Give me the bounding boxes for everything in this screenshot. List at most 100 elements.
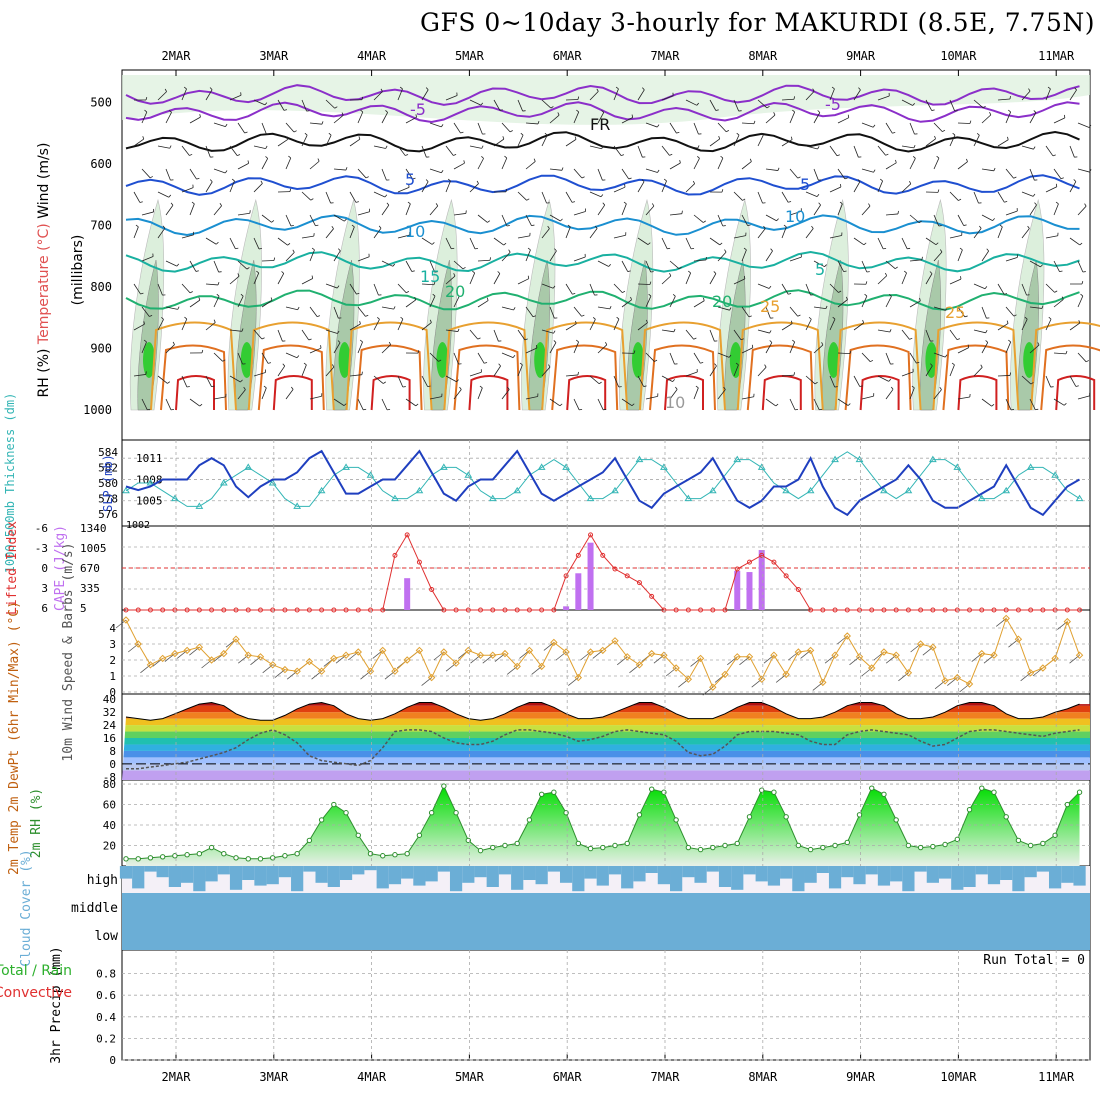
cape-tick: 335 <box>80 582 100 595</box>
li-tick: 0 <box>41 562 48 575</box>
wind-barb <box>285 157 292 170</box>
wind-barb <box>597 306 610 310</box>
thickness-marker <box>880 486 888 494</box>
wind-barb-flag <box>1088 124 1092 128</box>
rh-marker <box>917 844 924 851</box>
wind-barb <box>493 138 505 147</box>
wind-barb <box>349 138 361 147</box>
wind-barb <box>501 306 514 311</box>
wind-barb <box>237 122 245 134</box>
wind-barb <box>421 181 429 193</box>
wind-barb <box>837 352 851 355</box>
wind-barb-flag <box>244 131 248 134</box>
wind-barb-flag <box>985 330 988 334</box>
cloud-high-bar <box>132 866 145 889</box>
lifted-index-marker <box>893 607 899 613</box>
wind-barb <box>301 134 308 147</box>
wind-barb <box>909 214 920 224</box>
wind-barb <box>517 364 523 377</box>
wind-barb-flag <box>669 153 673 156</box>
cloud-high-bar <box>877 866 891 886</box>
date-label-bottom: 7MAR <box>651 1070 681 1084</box>
wind-barb <box>1077 295 1084 308</box>
wind-barb-flag <box>979 225 982 229</box>
rh-marker <box>526 817 533 823</box>
wind-barb <box>861 168 874 173</box>
wind-barb <box>573 341 579 354</box>
wind-barb-flag <box>412 177 416 180</box>
wind-speed-marker <box>268 661 277 669</box>
wind-barb <box>573 306 582 317</box>
cape-tick: 5 <box>80 602 87 615</box>
wind-barb-flag <box>331 364 335 368</box>
wind-barb-flag <box>672 293 676 297</box>
wind-barb <box>453 122 461 134</box>
thickness-marker <box>831 455 839 463</box>
wind-barb <box>285 214 292 227</box>
wind-speed-marker <box>342 651 350 659</box>
wind-barb-flag <box>859 385 863 387</box>
wind-barb <box>373 283 379 296</box>
wind-barb <box>885 122 893 134</box>
wind-speed-marker <box>684 675 693 683</box>
wind-barb-flag <box>726 130 730 133</box>
wind-barb-flag <box>414 297 417 301</box>
wind-barb <box>165 306 178 310</box>
wind-barb <box>789 210 802 216</box>
rh-shade-high <box>925 342 938 378</box>
wind-barb <box>405 203 411 216</box>
wind-barb <box>333 115 344 124</box>
wind-speed-marker <box>183 646 191 655</box>
wind-barb-flag <box>502 136 505 140</box>
wind-barb <box>165 204 174 216</box>
wind-barb-flag <box>937 189 940 193</box>
wind-barb-flag <box>769 330 772 334</box>
wind-barb-flag <box>145 97 148 101</box>
isotherm-label: 10 <box>785 207 805 226</box>
wind-barb-flag <box>472 270 475 274</box>
wind-barb <box>373 91 383 101</box>
wind-barb <box>357 341 363 354</box>
wind-barb-flag <box>879 178 883 182</box>
wind-barb <box>157 191 169 198</box>
thickness-marker <box>195 502 204 509</box>
wind-barb <box>541 191 547 204</box>
wind-barb <box>613 88 619 101</box>
lifted-index-marker <box>270 607 276 613</box>
wind-barb <box>901 145 914 149</box>
pressure-tick-label: 1000 <box>83 403 112 417</box>
wind-barb <box>181 283 191 294</box>
wind-barb-flag <box>764 364 767 368</box>
wind-barb <box>1005 210 1018 216</box>
wind-barb-flag <box>441 170 444 173</box>
wind-barb-flag <box>797 314 801 317</box>
wind-barb <box>597 344 608 354</box>
wind-barb-flag <box>793 96 795 100</box>
wind-barb <box>597 260 609 267</box>
wind-barb <box>789 341 796 354</box>
wind-barb-flag <box>913 145 916 149</box>
rh-marker <box>416 832 423 838</box>
wind-barb-flag <box>235 247 239 250</box>
wind-barb-flag <box>864 293 868 297</box>
wind-barb <box>1045 186 1057 193</box>
wind-barb <box>709 329 715 342</box>
wind-barb <box>501 389 510 400</box>
wind-barb <box>1005 168 1014 179</box>
cloud-high-bar <box>425 866 438 882</box>
wind-barb <box>1021 319 1028 331</box>
wind-barb <box>261 387 267 400</box>
lifted-index-marker <box>881 607 887 613</box>
wind-barb <box>333 398 345 406</box>
cloud-high-bar <box>327 866 340 887</box>
wind-barb-flag <box>986 248 989 252</box>
wind-barb-flag <box>289 188 292 192</box>
wind-barb <box>877 145 886 156</box>
cloud-high-bar <box>242 866 255 880</box>
wind-barb <box>189 168 197 180</box>
isotherm-30 <box>844 344 912 411</box>
rh-marker <box>710 844 716 851</box>
wind-barb-flag <box>183 86 187 90</box>
wind-barb-flag <box>415 403 419 407</box>
